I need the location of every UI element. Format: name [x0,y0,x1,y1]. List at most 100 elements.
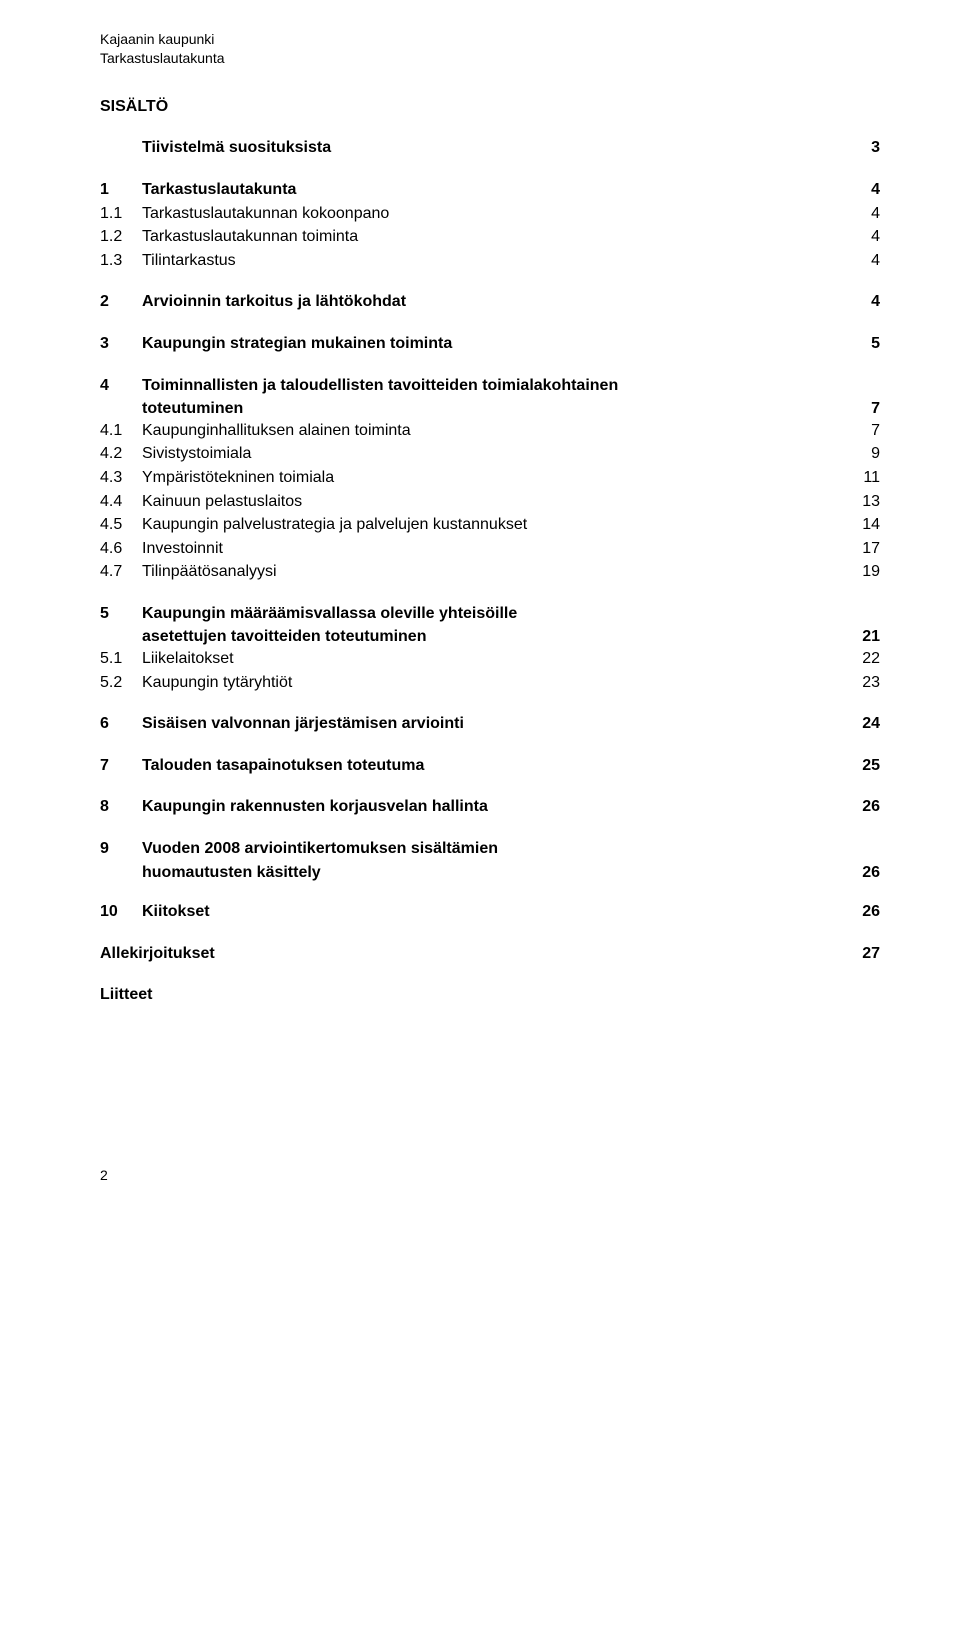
toc-num: 1.2 [100,226,142,248]
toc-label: Tarkastuslautakunnan toiminta [142,226,840,248]
toc-page: 14 [840,514,880,536]
toc-section-7: 7 Talouden tasapainotuksen toteutuma 25 [100,755,880,777]
toc-label: Tarkastuslautakunnan kokoonpano [142,203,840,225]
toc-num: 2 [100,291,142,313]
toc-item: 4.5 Kaupungin palvelustrategia ja palvel… [100,514,880,536]
toc-label: Tarkastuslautakunta [142,179,840,201]
footer-page-number: 2 [100,1166,880,1185]
toc-label: Tilinpäätösanalyysi [142,561,840,583]
toc-page: 4 [840,179,880,201]
toc-label: Allekirjoitukset [100,943,840,965]
toc-num: 1.3 [100,250,142,272]
toc-section-8: 8 Kaupungin rakennusten korjausvelan hal… [100,796,880,818]
toc-item: 4.7 Tilinpäätösanalyysi 19 [100,561,880,583]
toc-item: 4.4 Kainuun pelastuslaitos 13 [100,491,880,513]
toc-section-2: 2 Arvioinnin tarkoitus ja lähtökohdat 4 [100,291,880,313]
toc-page: 3 [840,137,880,159]
toc-section-4: 4 Toiminnallisten ja taloudellisten tavo… [100,375,880,397]
toc-item: 1.2 Tarkastuslautakunnan toiminta 4 [100,226,880,248]
toc-page: 21 [840,626,880,648]
toc-page: 13 [840,491,880,513]
toc-num: 5.1 [100,648,142,670]
toc-label: Toiminnallisten ja taloudellisten tavoit… [142,375,840,397]
toc-page: 4 [840,203,880,225]
toc-label: Arvioinnin tarkoitus ja lähtökohdat [142,291,840,313]
toc-label: Kaupungin strategian mukainen toiminta [142,333,840,355]
toc-label: Tilintarkastus [142,250,840,272]
toc-num: 4.4 [100,491,142,513]
toc-num: 8 [100,796,142,818]
toc-label: Investoinnit [142,538,840,560]
toc-item: 5.2 Kaupungin tytäryhtiöt 23 [100,672,880,694]
toc-label: Kainuun pelastuslaitos [142,491,840,513]
toc-num: 3 [100,333,142,355]
toc-item: 4.6 Investoinnit 17 [100,538,880,560]
toc-page: 19 [840,561,880,583]
toc-item: 5.1 Liikelaitokset 22 [100,648,880,670]
toc-page: 4 [840,226,880,248]
toc-num: 4.5 [100,514,142,536]
toc-num: 5 [100,603,142,625]
toc-summary: Tiivistelmä suosituksista 3 [100,137,880,159]
toc-label: Kaupungin määräämisvallassa oleville yht… [142,603,840,625]
toc-item: 4.3 Ympäristötekninen toimiala 11 [100,467,880,489]
toc-num: 4.2 [100,443,142,465]
toc-num: 4.3 [100,467,142,489]
toc-page: 17 [840,538,880,560]
toc-page: 7 [840,420,880,442]
toc-num: 7 [100,755,142,777]
toc-page: 25 [840,755,880,777]
toc-label: Tiivistelmä suosituksista [142,137,840,159]
toc-section-4-cont: toteutuminen 7 [100,398,880,420]
toc-item: 4.2 Sivistystoimiala 9 [100,443,880,465]
toc-label: toteutuminen [142,398,840,420]
toc-item: 1.1 Tarkastuslautakunnan kokoonpano 4 [100,203,880,225]
toc-page: 24 [840,713,880,735]
toc-section-5-cont: asetettujen tavoitteiden toteutuminen 21 [100,626,880,648]
toc-num: 4.7 [100,561,142,583]
toc-section-10: 10 Kiitokset 26 [100,901,880,923]
toc-label: huomautusten käsittely [142,862,840,884]
toc-label: Sisäisen valvonnan järjestämisen arvioin… [142,713,840,735]
toc-page: 26 [840,796,880,818]
toc-section-6: 6 Sisäisen valvonnan järjestämisen arvio… [100,713,880,735]
toc-num: 4.1 [100,420,142,442]
toc-label: Ympäristötekninen toimiala [142,467,840,489]
toc-section-9-cont: huomautusten käsittely 26 [100,862,880,884]
toc-signatures: Allekirjoitukset 27 [100,943,880,965]
toc-num: 5.2 [100,672,142,694]
toc-label: Kaupungin tytäryhtiöt [142,672,840,694]
toc-label: asetettujen tavoitteiden toteutuminen [142,626,840,648]
toc-num: 4.6 [100,538,142,560]
document-header: Kajaanin kaupunki Tarkastuslautakunta [100,30,880,68]
toc-page: 7 [840,398,880,420]
toc-label: Liitteet [100,984,840,1006]
toc-label: Kaupungin palvelustrategia ja palvelujen… [142,514,840,536]
toc-page: 22 [840,648,880,670]
toc-label: Liikelaitokset [142,648,840,670]
toc-page: 5 [840,333,880,355]
toc-item: 4.1 Kaupunginhallituksen alainen toimint… [100,420,880,442]
toc-num: 10 [100,901,142,923]
toc-page: 11 [840,467,880,489]
toc-label: Kiitokset [142,901,840,923]
toc-label: Sivistystoimiala [142,443,840,465]
page-title: SISÄLTÖ [100,96,880,118]
toc-label: Talouden tasapainotuksen toteutuma [142,755,840,777]
toc-page: 9 [840,443,880,465]
toc-page: 26 [840,901,880,923]
toc-section-3: 3 Kaupungin strategian mukainen toiminta… [100,333,880,355]
toc-num: 9 [100,838,142,860]
toc-page: 26 [840,862,880,884]
toc-section-1: 1 Tarkastuslautakunta 4 [100,179,880,201]
toc-page: 23 [840,672,880,694]
toc-label: Kaupunginhallituksen alainen toiminta [142,420,840,442]
header-line-2: Tarkastuslautakunta [100,49,880,68]
toc-section-9: 9 Vuoden 2008 arviointikertomuksen sisäl… [100,838,880,860]
toc-label: Kaupungin rakennusten korjausvelan halli… [142,796,840,818]
toc-page: 27 [840,943,880,965]
header-line-1: Kajaanin kaupunki [100,30,880,49]
toc-label: Vuoden 2008 arviointikertomuksen sisältä… [142,838,840,860]
toc-section-5: 5 Kaupungin määräämisvallassa oleville y… [100,603,880,625]
toc-page: 4 [840,250,880,272]
